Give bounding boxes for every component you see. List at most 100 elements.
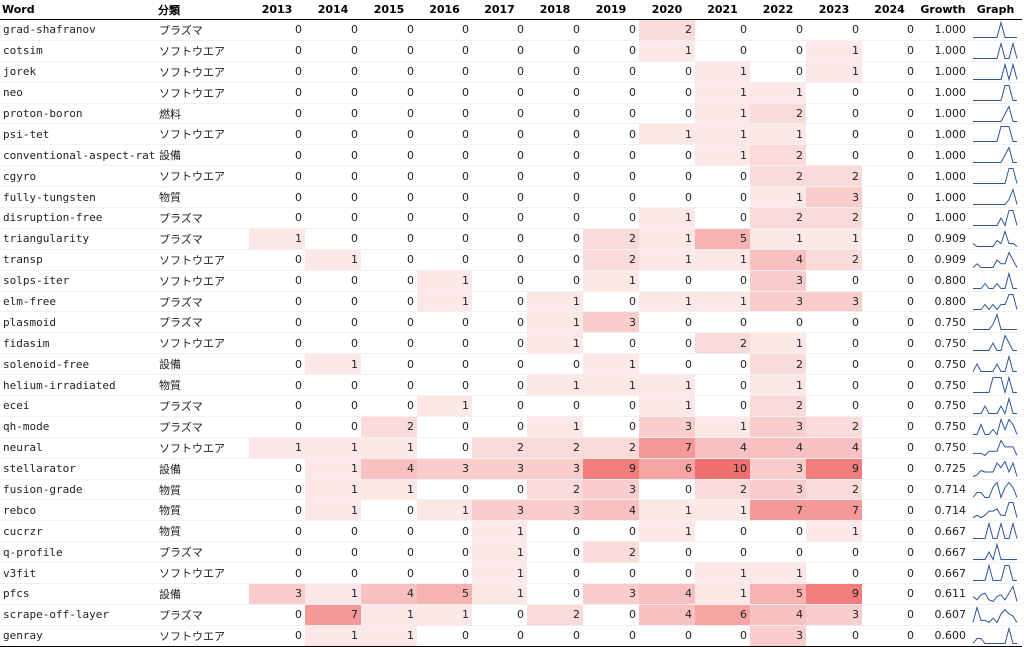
- cell-year-count[interactable]: 0: [750, 311, 806, 334]
- cell-year-count[interactable]: 0: [417, 103, 472, 125]
- cell-word[interactable]: rebco: [0, 499, 156, 522]
- cell-year-count[interactable]: 0: [472, 625, 527, 647]
- cell-year-count[interactable]: 0: [806, 144, 862, 167]
- cell-growth[interactable]: 1.000: [917, 123, 969, 146]
- cell-category[interactable]: プラズマ: [156, 19, 249, 41]
- cell-year-count[interactable]: 0: [695, 520, 750, 543]
- cell-year-count[interactable]: 2: [806, 249, 862, 271]
- cell-growth[interactable]: 0.611: [917, 583, 969, 605]
- cell-growth[interactable]: 0.714: [917, 499, 969, 522]
- cell-year-count[interactable]: 0: [583, 186, 639, 209]
- cell-year-count[interactable]: 1: [305, 499, 361, 522]
- cell-year-count[interactable]: 0: [361, 541, 417, 564]
- cell-year-count[interactable]: 4: [806, 437, 862, 459]
- cell-year-count[interactable]: 0: [639, 541, 695, 564]
- cell-year-count[interactable]: 1: [750, 186, 806, 209]
- cell-year-count[interactable]: 0: [527, 562, 583, 585]
- cell-year-count[interactable]: 0: [472, 604, 527, 626]
- cell-word[interactable]: disruption-free: [0, 207, 156, 229]
- cell-year-count[interactable]: 0: [417, 541, 472, 564]
- cell-year-count[interactable]: 0: [472, 186, 527, 209]
- cell-year-count[interactable]: 4: [750, 249, 806, 271]
- cell-year-count[interactable]: 3: [750, 479, 806, 501]
- cell-year-count[interactable]: 1: [695, 61, 750, 83]
- cell-year-count[interactable]: 0: [583, 625, 639, 647]
- cell-year-count[interactable]: 1: [639, 374, 695, 397]
- cell-word[interactable]: jorek: [0, 61, 156, 83]
- cell-year-count[interactable]: 0: [750, 520, 806, 543]
- cell-year-count[interactable]: 0: [695, 19, 750, 41]
- cell-year-count[interactable]: 0: [527, 82, 583, 104]
- cell-word[interactable]: solenoid-free: [0, 353, 156, 376]
- cell-year-count[interactable]: 0: [862, 583, 917, 605]
- cell-year-count[interactable]: 1: [639, 520, 695, 543]
- cell-year-count[interactable]: 0: [249, 103, 305, 125]
- cell-year-count[interactable]: 0: [361, 103, 417, 125]
- cell-growth[interactable]: 1.000: [917, 40, 969, 62]
- cell-year-count[interactable]: 0: [305, 82, 361, 104]
- cell-year-count[interactable]: 0: [695, 186, 750, 209]
- cell-year-count[interactable]: 0: [249, 562, 305, 585]
- cell-year-count[interactable]: 0: [639, 479, 695, 501]
- cell-category[interactable]: 設備: [156, 458, 249, 480]
- cell-year-count[interactable]: 0: [249, 291, 305, 313]
- cell-year-count[interactable]: 4: [583, 499, 639, 522]
- cell-year-count[interactable]: 0: [583, 144, 639, 167]
- cell-year-count[interactable]: 6: [639, 458, 695, 480]
- cell-growth[interactable]: 0.667: [917, 541, 969, 564]
- cell-year-count[interactable]: 0: [750, 61, 806, 83]
- cell-word[interactable]: scrape-off-layer: [0, 604, 156, 626]
- cell-year-count[interactable]: 0: [806, 270, 862, 292]
- cell-year-count[interactable]: 0: [305, 103, 361, 125]
- cell-year-count[interactable]: 2: [472, 437, 527, 459]
- cell-year-count[interactable]: 0: [417, 123, 472, 146]
- cell-year-count[interactable]: 0: [583, 520, 639, 543]
- cell-growth[interactable]: 0.750: [917, 374, 969, 397]
- cell-category[interactable]: 物質: [156, 479, 249, 501]
- cell-year-count[interactable]: 0: [417, 332, 472, 355]
- cell-year-count[interactable]: 0: [472, 395, 527, 417]
- cell-year-count[interactable]: 1: [750, 332, 806, 355]
- cell-category[interactable]: プラズマ: [156, 311, 249, 334]
- cell-year-count[interactable]: 0: [527, 40, 583, 62]
- cell-year-count[interactable]: 0: [527, 583, 583, 605]
- cell-word[interactable]: fully-tungsten: [0, 186, 156, 209]
- cell-year-count[interactable]: 0: [527, 61, 583, 83]
- cell-year-count[interactable]: 0: [639, 103, 695, 125]
- cell-year-count[interactable]: 0: [417, 207, 472, 229]
- cell-word[interactable]: solps-iter: [0, 270, 156, 292]
- cell-year-count[interactable]: 3: [472, 499, 527, 522]
- cell-word[interactable]: stellarator: [0, 458, 156, 480]
- cell-growth[interactable]: 1.000: [917, 103, 969, 125]
- cell-year-count[interactable]: 0: [695, 395, 750, 417]
- cell-year-count[interactable]: 3: [750, 270, 806, 292]
- cell-year-count[interactable]: 0: [249, 186, 305, 209]
- cell-year-count[interactable]: 0: [361, 395, 417, 417]
- cell-year-count[interactable]: 0: [472, 291, 527, 313]
- column-header-year[interactable]: 2023: [806, 0, 862, 20]
- column-header-year[interactable]: 2019: [583, 0, 639, 20]
- cell-year-count[interactable]: 0: [361, 291, 417, 313]
- cell-year-count[interactable]: 0: [583, 604, 639, 626]
- cell-year-count[interactable]: 0: [806, 625, 862, 647]
- cell-year-count[interactable]: 0: [472, 40, 527, 62]
- cell-year-count[interactable]: 0: [527, 625, 583, 647]
- cell-year-count[interactable]: 0: [695, 374, 750, 397]
- cell-year-count[interactable]: 1: [361, 625, 417, 647]
- cell-year-count[interactable]: 0: [583, 332, 639, 355]
- cell-year-count[interactable]: 0: [249, 61, 305, 83]
- cell-year-count[interactable]: 3: [583, 311, 639, 334]
- cell-year-count[interactable]: 0: [806, 311, 862, 334]
- cell-year-count[interactable]: 0: [695, 311, 750, 334]
- cell-word[interactable]: cucrzr: [0, 520, 156, 543]
- cell-year-count[interactable]: 0: [862, 374, 917, 397]
- cell-word[interactable]: q-profile: [0, 541, 156, 564]
- cell-category[interactable]: ソフトウエア: [156, 332, 249, 355]
- cell-year-count[interactable]: 0: [249, 374, 305, 397]
- cell-year-count[interactable]: 0: [639, 353, 695, 376]
- cell-year-count[interactable]: 0: [249, 40, 305, 62]
- cell-year-count[interactable]: 0: [417, 19, 472, 41]
- cell-year-count[interactable]: 0: [361, 332, 417, 355]
- cell-word[interactable]: grad-shafranov: [0, 19, 156, 41]
- cell-year-count[interactable]: 0: [472, 479, 527, 501]
